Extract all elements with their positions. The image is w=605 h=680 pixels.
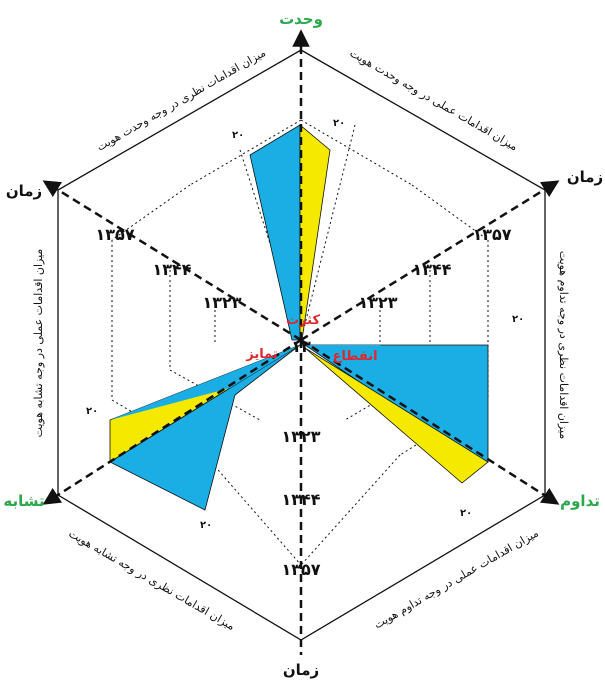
tick-marks: ۲۰ ۲۰ ۲۰ ۲۰ ۲۰ ۲۰ bbox=[86, 118, 524, 531]
center-label-plurality: کثرت bbox=[286, 313, 320, 328]
corner-label-lower-left: تشابه bbox=[3, 492, 44, 510]
year-label-left-outer: ۱۳۵۷ bbox=[95, 225, 134, 244]
year-label-bottom-inner: ۱۳۲۳ bbox=[281, 427, 320, 446]
corner-label-lower-right: تداوم bbox=[560, 492, 600, 510]
corner-label-upper-left: زمان bbox=[6, 182, 42, 200]
year-label-bottom-outer: ۱۳۵۷ bbox=[281, 560, 320, 579]
tick-mark-bottom-right: ۲۰ bbox=[460, 508, 472, 519]
tick-mark-top-left: ۲۰ bbox=[232, 130, 244, 141]
center-number: ۱۳ bbox=[291, 337, 311, 356]
corner-label-upper-right: زمان bbox=[567, 168, 603, 186]
year-labels: ۱۳۵۷ ۱۳۴۴ ۱۳۲۳ ۱۳۵۷ ۱۳۴۴ ۱۳۲۳ ۱۳۲۳ ۱۳۴۴ … bbox=[95, 225, 511, 579]
axes bbox=[42, 29, 560, 655]
corner-label-bottom: زمان bbox=[283, 661, 319, 679]
side-label-left: میزان اقدامات عملی در وجه تشابه هویت bbox=[32, 249, 45, 438]
side-label-bottom-right: میزان اقدامات عملی در وجه تداوم هویت bbox=[372, 526, 541, 631]
center-label-distinction: تمایز bbox=[245, 347, 277, 362]
year-label-right-inner: ۱۳۲۳ bbox=[358, 293, 397, 312]
side-label-bottom-left: میزان اقدامات نظری در وجه تشابه هویت bbox=[66, 527, 237, 633]
corner-label-top: وحدت bbox=[279, 10, 323, 28]
data-areas bbox=[109, 124, 489, 511]
tick-mark-bottom-left: ۲۰ bbox=[200, 520, 212, 531]
side-label-top-right: میزان اقدامات عملی در وجه وحدت هویت bbox=[347, 46, 520, 153]
year-label-left-inner: ۱۳۲۳ bbox=[202, 293, 241, 312]
area-theoretical-unity bbox=[299, 124, 331, 341]
year-label-bottom-mid: ۱۳۴۴ bbox=[281, 490, 320, 509]
year-label-right-outer: ۱۳۵۷ bbox=[472, 225, 511, 244]
area-theoretical-continuity bbox=[304, 347, 489, 484]
year-label-right-mid: ۱۳۴۴ bbox=[412, 260, 451, 279]
center-label-discontinuity: انقطاع bbox=[332, 349, 377, 364]
tick-mark-top-right: ۲۰ bbox=[333, 118, 345, 129]
tick-mark-right: ۲۰ bbox=[512, 314, 524, 325]
side-label-right: میزان اقدامات نظری در وجه تداوم هویت bbox=[557, 251, 570, 440]
year-label-left-mid: ۱۳۴۴ bbox=[152, 260, 191, 279]
tick-mark-left: ۲۰ bbox=[86, 406, 98, 417]
area-practical-unity bbox=[249, 124, 301, 341]
area-practical-similarity bbox=[109, 344, 301, 511]
